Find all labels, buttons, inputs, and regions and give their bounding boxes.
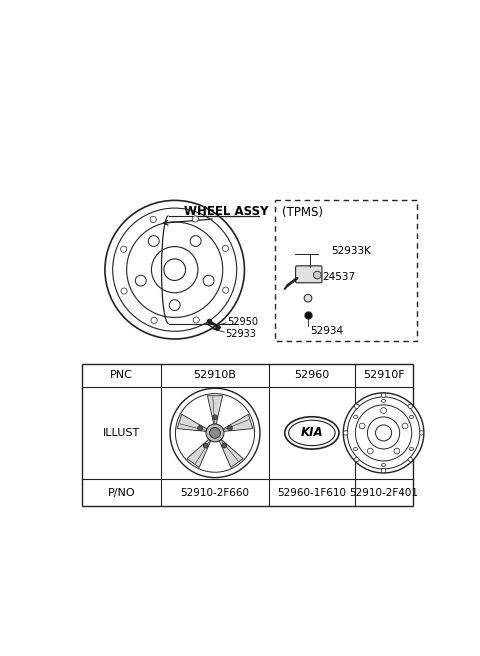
Ellipse shape — [367, 448, 373, 454]
Text: (TPMS): (TPMS) — [282, 206, 323, 219]
Text: 52933: 52933 — [225, 329, 256, 338]
Ellipse shape — [150, 216, 156, 222]
Text: 52910-2F401: 52910-2F401 — [349, 487, 418, 498]
Ellipse shape — [206, 424, 224, 442]
Ellipse shape — [381, 393, 386, 398]
Ellipse shape — [355, 457, 359, 462]
Ellipse shape — [204, 443, 208, 448]
Ellipse shape — [210, 428, 220, 438]
Ellipse shape — [222, 443, 227, 448]
Ellipse shape — [135, 276, 146, 286]
Text: ILLUST: ILLUST — [103, 428, 140, 438]
Ellipse shape — [419, 431, 424, 435]
Polygon shape — [223, 414, 253, 432]
Text: P/NO: P/NO — [108, 487, 135, 498]
Polygon shape — [177, 414, 207, 432]
Text: PNC: PNC — [110, 370, 132, 380]
Ellipse shape — [148, 236, 159, 247]
Text: 24537: 24537 — [322, 272, 355, 281]
FancyBboxPatch shape — [296, 266, 322, 283]
Ellipse shape — [408, 404, 413, 409]
Text: 52933K: 52933K — [331, 246, 371, 256]
Ellipse shape — [381, 407, 386, 413]
Ellipse shape — [190, 236, 201, 247]
Ellipse shape — [170, 388, 260, 478]
Ellipse shape — [198, 426, 203, 430]
Ellipse shape — [285, 417, 339, 449]
Text: WHEEL ASSY: WHEEL ASSY — [184, 205, 269, 218]
Bar — [82, 363, 413, 506]
Ellipse shape — [228, 426, 232, 430]
Text: 52960: 52960 — [294, 370, 329, 380]
Ellipse shape — [343, 393, 424, 473]
Polygon shape — [207, 396, 223, 424]
Ellipse shape — [192, 216, 198, 222]
Text: KIA: KIA — [300, 426, 323, 440]
Ellipse shape — [375, 425, 392, 441]
Text: 52934: 52934 — [311, 325, 344, 335]
Ellipse shape — [402, 423, 408, 429]
Polygon shape — [219, 440, 243, 468]
Text: 52910F: 52910F — [363, 370, 404, 380]
Polygon shape — [187, 440, 211, 468]
Ellipse shape — [381, 468, 386, 473]
Ellipse shape — [120, 246, 127, 253]
Ellipse shape — [394, 448, 400, 454]
Ellipse shape — [151, 318, 157, 323]
Ellipse shape — [213, 415, 217, 420]
Ellipse shape — [121, 288, 127, 294]
Text: 52950: 52950 — [228, 317, 258, 327]
Bar — [276, 200, 417, 340]
Ellipse shape — [203, 276, 214, 286]
Ellipse shape — [344, 431, 348, 435]
Ellipse shape — [355, 404, 359, 409]
Circle shape — [313, 271, 321, 279]
Ellipse shape — [288, 420, 335, 445]
Ellipse shape — [359, 423, 365, 429]
Text: 52960-1F610: 52960-1F610 — [277, 487, 347, 498]
Ellipse shape — [193, 317, 199, 323]
Ellipse shape — [408, 457, 413, 462]
Ellipse shape — [223, 287, 229, 293]
Text: 52910-2F660: 52910-2F660 — [180, 487, 250, 498]
Ellipse shape — [222, 245, 228, 251]
Ellipse shape — [169, 300, 180, 310]
Circle shape — [304, 295, 312, 302]
Text: 52910B: 52910B — [193, 370, 237, 380]
